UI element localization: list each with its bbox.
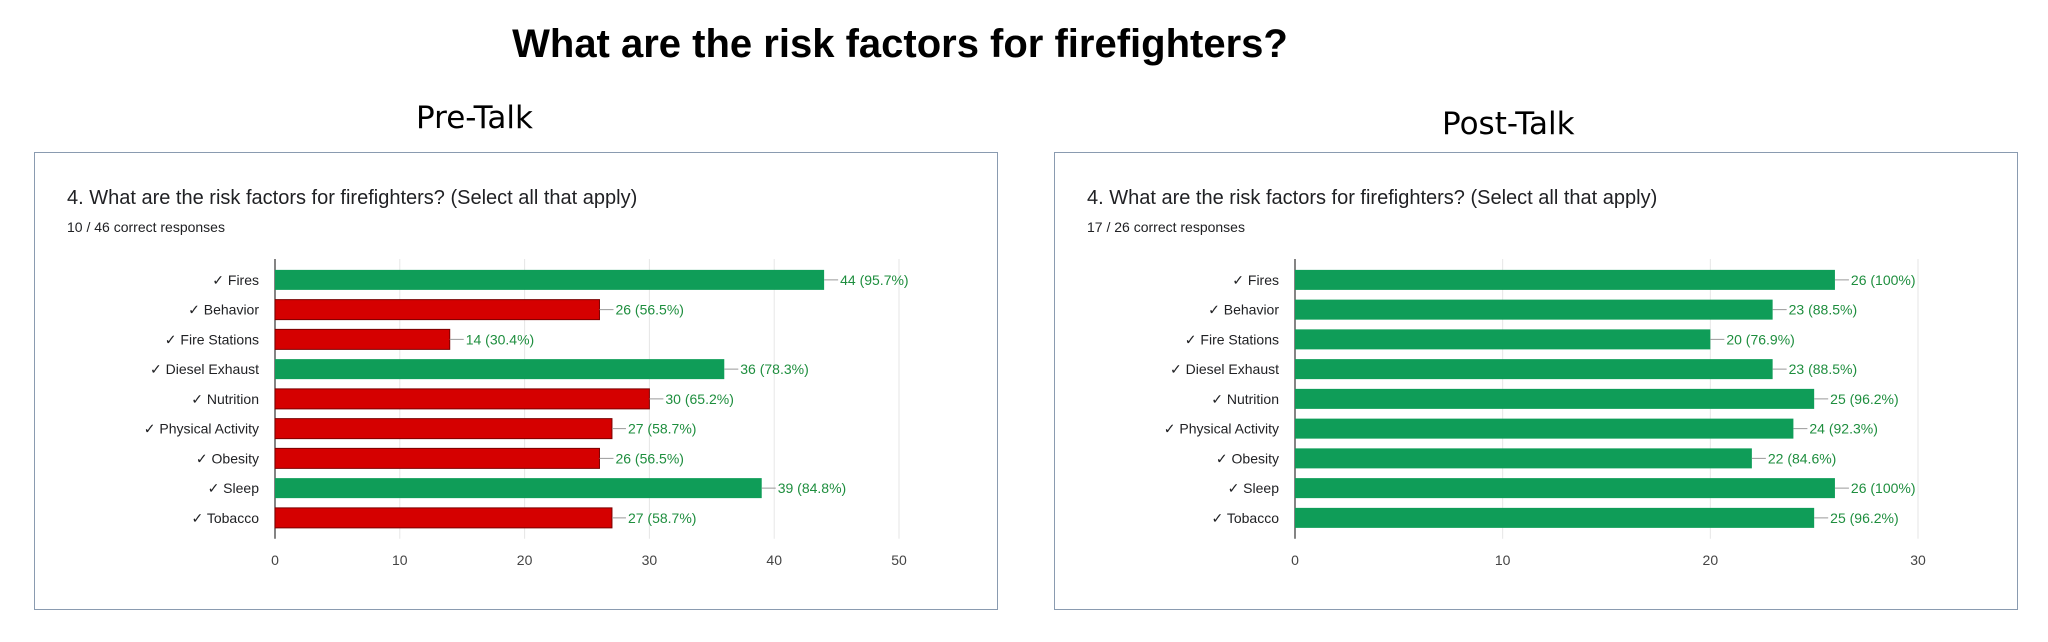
data-label: 20 (76.9%): [1726, 331, 1794, 347]
category-label: ✓ Behavior: [188, 302, 259, 318]
data-label: 14 (30.4%): [466, 331, 534, 347]
category-label: ✓ Fire Stations: [165, 331, 259, 347]
category-label: ✓ Sleep: [208, 480, 260, 496]
x-tick-label: 10: [1495, 552, 1511, 568]
category-label: ✓ Tobacco: [191, 510, 259, 526]
category-label: ✓ Obesity: [196, 450, 259, 466]
bar: [1295, 478, 1835, 499]
data-label: 30 (65.2%): [665, 391, 733, 407]
bar: [274, 447, 600, 469]
category-label: ✓ Fires: [212, 272, 259, 288]
page-title: What are the risk factors for firefighte…: [512, 22, 1288, 66]
x-tick-label: 40: [766, 552, 782, 568]
post-talk-chart-card: 4. What are the risk factors for firefig…: [1054, 152, 2018, 610]
post-talk-bar-chart: 0 10 20 30 ✓ Fires 26 (100%) ✓ Behavior 23 (88.…: [1164, 259, 1926, 568]
category-label: ✓ Fire Stations: [1185, 331, 1279, 347]
bar: [1295, 448, 1752, 469]
data-label: 23 (88.5%): [1789, 302, 1857, 318]
category-label: ✓ Diesel Exhaust: [1170, 361, 1279, 377]
category-label: ✓ Tobacco: [1211, 510, 1279, 526]
x-tick-label: 10: [392, 552, 408, 568]
bar: [275, 359, 725, 380]
category-label: ✓ Fires: [1232, 272, 1279, 288]
x-tick-label: 0: [271, 552, 279, 568]
bar: [274, 418, 613, 440]
pre-talk-bar-chart: 0 10 20 30 40 50 ✓ Fires 44 (95.7%) ✓ Behavior 26…: [144, 259, 909, 568]
pre-talk-heading: Pre-Talk: [416, 100, 533, 136]
post-talk-heading: Post-Talk: [1442, 106, 1575, 142]
bar: [1295, 418, 1794, 439]
bar: [1295, 329, 1711, 350]
data-label: 44 (95.7%): [840, 272, 908, 288]
bar: [1295, 359, 1773, 380]
x-tick-label: 0: [1291, 552, 1299, 568]
bar: [1295, 388, 1815, 409]
x-tick-label: 50: [891, 552, 907, 568]
bar: [1295, 269, 1835, 290]
data-label: 26 (56.5%): [615, 302, 683, 318]
data-label: 26 (56.5%): [615, 450, 683, 466]
pre-talk-chart-card: 4. What are the risk factors for firefig…: [34, 152, 998, 610]
category-label: ✓ Nutrition: [191, 391, 259, 407]
bar: [1295, 507, 1815, 528]
data-label: 26 (100%): [1851, 272, 1916, 288]
data-label: 26 (100%): [1851, 480, 1916, 496]
x-tick-label: 20: [1703, 552, 1719, 568]
data-label: 24 (92.3%): [1809, 421, 1877, 437]
category-label: ✓ Behavior: [1208, 302, 1279, 318]
x-tick-label: 20: [517, 552, 533, 568]
data-label: 23 (88.5%): [1789, 361, 1857, 377]
category-label: ✓ Obesity: [1216, 450, 1279, 466]
data-label: 36 (78.3%): [740, 361, 808, 377]
correct-responses-count: 17 / 26 correct responses: [1087, 219, 1245, 235]
category-label: ✓ Physical Activity: [1164, 421, 1279, 437]
bar: [274, 507, 613, 529]
x-tick-label: 30: [642, 552, 658, 568]
category-label: ✓ Diesel Exhaust: [150, 361, 259, 377]
category-label: ✓ Nutrition: [1211, 391, 1279, 407]
data-label: 25 (96.2%): [1830, 391, 1898, 407]
data-label: 25 (96.2%): [1830, 510, 1898, 526]
bar: [274, 328, 451, 350]
bar: [275, 269, 825, 290]
data-label: 27 (58.7%): [628, 421, 696, 437]
data-label: 27 (58.7%): [628, 510, 696, 526]
category-label: ✓ Sleep: [1228, 480, 1280, 496]
bar: [274, 299, 600, 321]
x-tick-label: 30: [1910, 552, 1926, 568]
bar: [1295, 299, 1773, 320]
category-label: ✓ Physical Activity: [144, 421, 259, 437]
chart-question: 4. What are the risk factors for firefig…: [67, 187, 638, 209]
bar: [275, 478, 762, 499]
bar: [274, 388, 650, 410]
data-label: 39 (84.8%): [778, 480, 846, 496]
correct-responses-count: 10 / 46 correct responses: [67, 219, 225, 235]
chart-question: 4. What are the risk factors for firefig…: [1087, 187, 1658, 209]
data-label: 22 (84.6%): [1768, 450, 1836, 466]
